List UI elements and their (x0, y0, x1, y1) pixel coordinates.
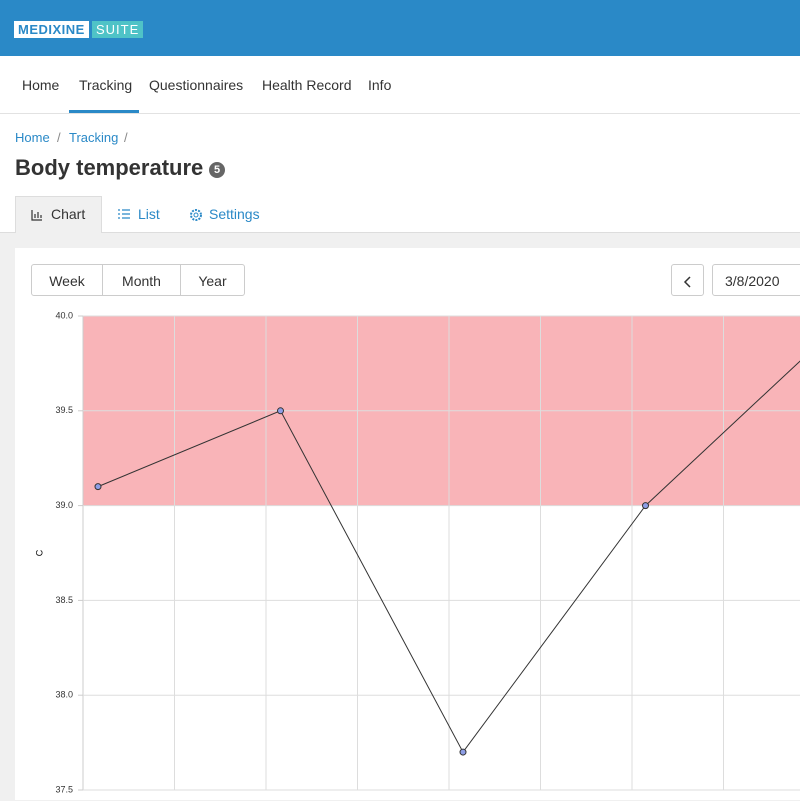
logo-suite[interactable]: SUITE (92, 21, 144, 38)
page-title: Body temperature (15, 155, 204, 180)
range-button[interactable]: Week (31, 264, 103, 296)
date-input[interactable]: 3/8/2020 (712, 264, 800, 296)
nav-item[interactable]: Home (22, 77, 60, 93)
range-button[interactable]: Year (180, 264, 245, 296)
breadcrumb-separator: / (57, 130, 61, 145)
point (277, 407, 284, 415)
nav-item[interactable]: Questionnaires (149, 77, 244, 93)
list-icon (118, 209, 130, 219)
breadcrumb-link[interactable]: Home (15, 130, 50, 145)
point (459, 748, 467, 756)
tab[interactable]: Settings (209, 206, 260, 222)
range-button[interactable]: Month (102, 264, 181, 296)
chart-icon (31, 210, 42, 221)
nav-item[interactable]: Info (368, 77, 392, 93)
point (94, 483, 102, 491)
active-underline (69, 110, 139, 113)
gear-icon (190, 209, 202, 221)
y-axis-label: C (34, 549, 44, 556)
chart: C 37.5 38.0 38.5 39.0 39.5 40.0 (34, 310, 800, 794)
breadcrumb-separator: / (124, 130, 128, 145)
y-tick-label: 37.5 (55, 784, 73, 794)
y-tick-label: 38.0 (55, 690, 73, 700)
nav-bar: Home Tracking Questionnaires Health Reco… (0, 57, 800, 114)
previous-button[interactable] (671, 264, 704, 296)
y-tick-label: 39.0 (55, 500, 73, 510)
y-tick-label: 38.5 (55, 595, 73, 605)
nav-item[interactable]: Tracking (79, 77, 133, 93)
chevron-icon (683, 276, 691, 288)
point (642, 502, 649, 510)
tab[interactable]: Chart (51, 206, 86, 222)
y-tick-label: 40.0 (55, 310, 73, 320)
count-badge: 5 (209, 162, 225, 178)
nav-item[interactable]: Health Record (262, 77, 352, 93)
top-bar: MEDIXINE SUITE (0, 0, 800, 56)
active-tab[interactable] (15, 196, 102, 233)
y-tick-label: 39.5 (55, 405, 73, 415)
breadcrumb-link[interactable]: Tracking (69, 130, 119, 145)
tab[interactable]: List (138, 206, 160, 222)
logo[interactable]: MEDIXINE (14, 21, 89, 38)
